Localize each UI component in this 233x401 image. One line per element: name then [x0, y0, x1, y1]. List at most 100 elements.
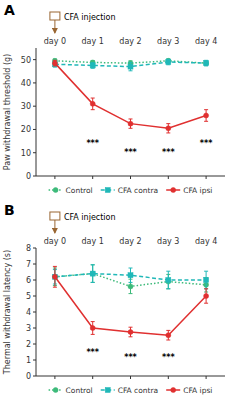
x-tick	[130, 376, 131, 379]
x-tick	[92, 176, 93, 179]
y-tick	[33, 129, 36, 130]
error-bar-cap	[166, 271, 170, 272]
syringe	[50, 212, 60, 220]
error-bar-cap	[166, 123, 170, 124]
error-bar-cap	[129, 62, 133, 63]
point	[52, 274, 57, 279]
point	[128, 273, 133, 278]
error-bar	[91, 265, 95, 283]
panel: B012345678Thermal withdrawal latency (s)…	[3, 202, 225, 395]
error-bar	[91, 98, 95, 110]
chart: A01020304050Paw withdrawal threshold (g)…	[0, 0, 233, 401]
panel-title: B	[4, 202, 15, 218]
error-bar	[204, 61, 208, 65]
series-line	[55, 63, 206, 128]
error-bar-cap	[129, 327, 133, 328]
significance-label: ***	[86, 139, 99, 148]
y-tick-label: 8	[26, 244, 31, 253]
error-bar-cap	[166, 330, 170, 331]
error-bar-cap	[53, 266, 57, 267]
plot-area	[52, 58, 208, 133]
y-axis-line	[36, 48, 37, 176]
point	[90, 271, 95, 276]
error-bar-cap	[204, 288, 208, 289]
error-bar-cap	[204, 288, 208, 289]
y-tick-label: 50	[21, 56, 31, 65]
x-tick-label: day 2	[119, 37, 141, 46]
error-bar-cap	[129, 293, 133, 294]
y-tick	[33, 106, 36, 107]
y-tick	[33, 280, 36, 281]
error-bar-cap	[91, 282, 95, 283]
y-tick	[33, 376, 36, 377]
series-line	[55, 277, 206, 335]
legend-item: Control	[49, 386, 93, 395]
error-bar	[53, 266, 57, 287]
error-bar-cap	[91, 98, 95, 99]
error-bar	[91, 322, 95, 335]
error-bar	[204, 110, 208, 122]
legend-marker	[53, 388, 58, 393]
y-tick-label: 3	[26, 324, 31, 333]
point	[52, 274, 57, 279]
legend-label: Control	[66, 386, 93, 395]
error-bar-cap	[204, 109, 208, 110]
y-axis-label: Paw withdrawal threshold (g)	[3, 54, 12, 170]
y-tick-label: 6	[26, 276, 31, 285]
error-bar	[129, 62, 133, 70]
y-tick	[33, 59, 36, 60]
error-bar	[53, 61, 57, 67]
error-bar-cap	[91, 264, 95, 265]
error-bar-cap	[91, 334, 95, 335]
error-bar	[166, 330, 170, 340]
point	[166, 126, 171, 131]
point	[166, 333, 171, 338]
legend-marker	[105, 388, 110, 393]
point	[128, 284, 133, 289]
panel: A01020304050Paw withdrawal threshold (g)…	[3, 2, 225, 195]
y-tick	[33, 360, 36, 361]
error-bar	[204, 271, 208, 289]
legend-label: CFA contra	[118, 186, 158, 195]
y-tick	[33, 82, 36, 83]
point	[90, 63, 95, 68]
annotation: CFA injection	[64, 13, 116, 22]
y-tick-label: 2	[26, 340, 31, 349]
legend-item: CFA ipsi	[166, 186, 212, 195]
legend-marker	[171, 388, 176, 393]
x-tick-label: day 4	[195, 237, 217, 246]
y-tick	[33, 344, 36, 345]
y-tick-label: 4	[26, 308, 31, 317]
x-tick-label: day 0	[44, 237, 66, 246]
point	[204, 113, 209, 118]
y-tick-label: 1	[26, 356, 31, 365]
error-bar-cap	[204, 303, 208, 304]
point	[128, 121, 133, 126]
x-tick	[54, 376, 55, 379]
error-bar-cap	[91, 282, 95, 283]
y-tick-label: 20	[21, 125, 31, 134]
error-bar	[129, 268, 133, 282]
error-bar	[166, 59, 170, 65]
panel-title: A	[4, 2, 15, 18]
y-tick	[33, 296, 36, 297]
y-tick	[33, 264, 36, 265]
point	[204, 61, 209, 66]
significance-label: ***	[124, 353, 137, 362]
x-tick	[130, 176, 131, 179]
syringe	[50, 12, 60, 20]
legend-marker	[105, 188, 110, 193]
significance-label: ***	[162, 148, 175, 157]
x-tick	[206, 176, 207, 179]
y-tick-label: 0	[26, 372, 31, 381]
point	[204, 278, 209, 283]
error-bar-cap	[129, 128, 133, 129]
x-tick	[168, 176, 169, 179]
error-bar	[91, 265, 95, 283]
legend-item: Control	[49, 186, 93, 195]
error-bar-cap	[129, 70, 133, 71]
significance-label: ***	[86, 348, 99, 357]
error-bar-cap	[166, 288, 170, 289]
error-bar	[129, 119, 133, 128]
point	[90, 101, 95, 106]
